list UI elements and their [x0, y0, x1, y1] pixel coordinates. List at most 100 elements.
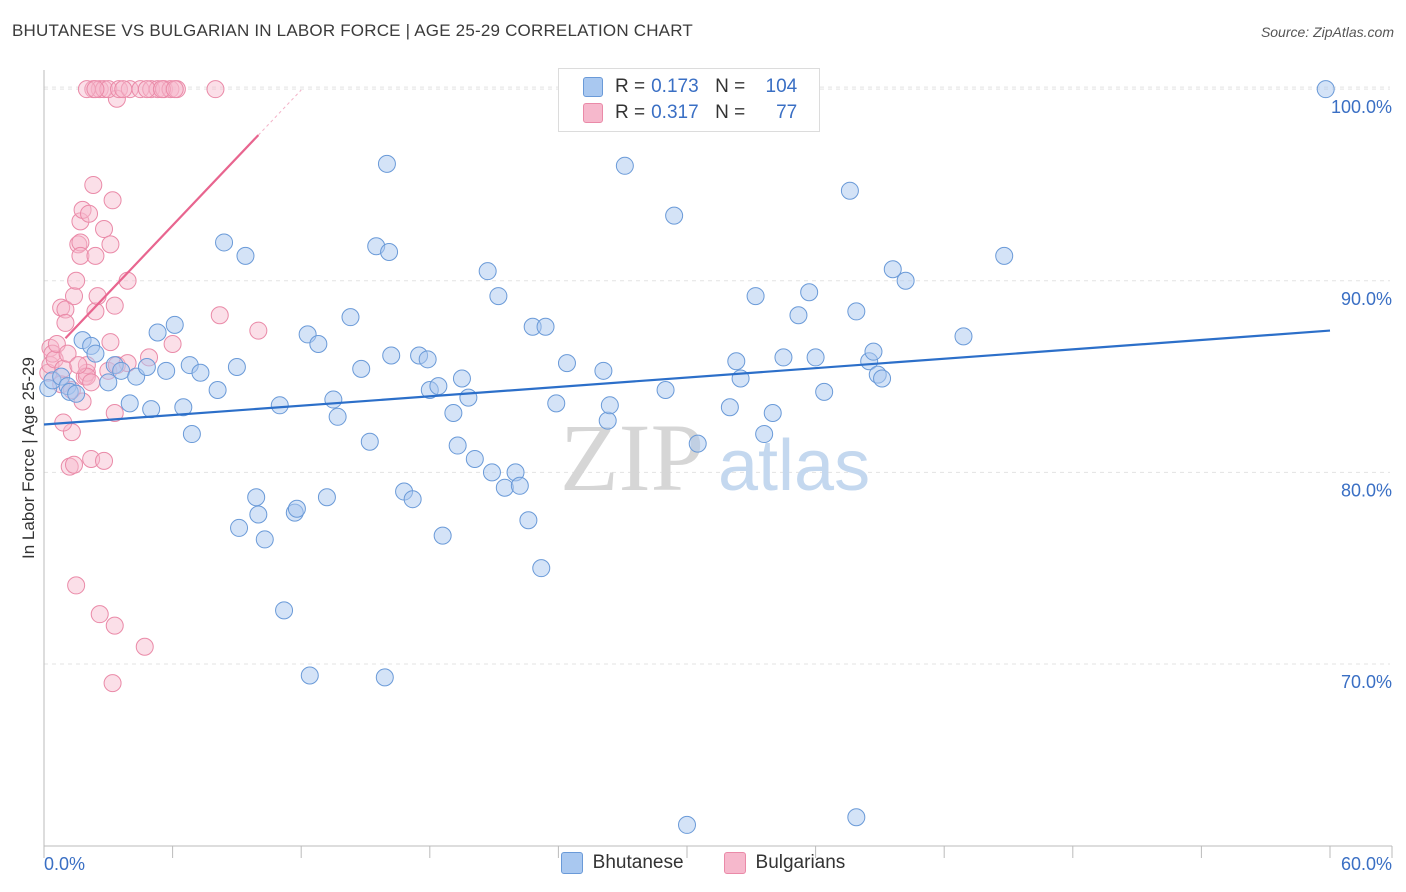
point-bhutanese [86, 344, 105, 363]
legend-n-label: N = [715, 76, 746, 97]
point-bhutanese [720, 398, 739, 417]
point-bhutanese [519, 511, 538, 530]
point-bhutanese [478, 262, 497, 281]
stats-legend: R = 0.173 N = 104 R = 0.317 N = 77 [558, 68, 820, 132]
point-bhutanese [510, 476, 529, 495]
legend-n-value: 104 [765, 76, 798, 97]
point-bulgarians [71, 246, 90, 265]
point-bulgarians [105, 616, 124, 635]
series-legend: Bhutanese Bulgarians [0, 852, 1406, 874]
point-bhutanese [489, 287, 508, 306]
point-bulgarians [152, 80, 171, 99]
point-bhutanese [806, 348, 825, 367]
point-bulgarians [114, 80, 133, 99]
y-tick-label: 70.0% [1341, 672, 1392, 692]
point-bhutanese [429, 377, 448, 396]
point-bhutanese [137, 357, 156, 376]
point-bhutanese [418, 350, 437, 369]
point-bhutanese [847, 808, 866, 827]
point-bhutanese [459, 388, 478, 407]
point-bhutanese [536, 317, 555, 336]
point-bulgarians [58, 344, 77, 363]
point-bhutanese [309, 334, 328, 353]
point-bulgarians [56, 313, 75, 332]
point-bhutanese [547, 394, 566, 413]
point-bhutanese [688, 434, 707, 453]
point-bulgarians [101, 333, 120, 352]
point-bhutanese [755, 425, 774, 444]
point-bhutanese [360, 432, 379, 451]
point-bhutanese [789, 306, 808, 325]
point-bulgarians [69, 356, 88, 375]
point-bulgarians [86, 302, 105, 321]
chart-title: BHUTANESE VS BULGARIAN IN LABOR FORCE | … [12, 21, 693, 40]
point-bhutanese [815, 382, 834, 401]
point-bulgarians [110, 80, 129, 99]
point-bhutanese [182, 425, 201, 444]
point-bulgarians [82, 373, 101, 392]
point-bhutanese [774, 348, 793, 367]
point-bhutanese [208, 380, 227, 399]
legend-item-bhutanese[interactable]: Bhutanese [560, 852, 684, 874]
legend-n-label: N = [715, 102, 746, 123]
trendline-bulgarians-extension [257, 89, 302, 136]
point-bhutanese [995, 246, 1014, 265]
point-bhutanese [142, 400, 161, 419]
point-bulgarians [71, 233, 90, 252]
point-bulgarians [84, 175, 103, 194]
point-bulgarians [105, 403, 124, 422]
point-bhutanese [433, 526, 452, 545]
point-bulgarians [95, 220, 114, 239]
point-bhutanese [403, 490, 422, 509]
point-bhutanese [465, 449, 484, 468]
point-bulgarians [86, 246, 105, 265]
point-bhutanese [328, 407, 347, 426]
point-bhutanese [157, 361, 176, 380]
point-bhutanese [99, 373, 118, 392]
legend-r-value: 0.317 [651, 102, 699, 123]
point-bulgarians [118, 271, 137, 290]
legend-swatch-blue [583, 77, 603, 97]
point-bulgarians [65, 455, 84, 474]
point-bhutanese [954, 327, 973, 346]
point-bulgarians [103, 674, 122, 693]
point-bhutanese [230, 518, 249, 537]
trendline-bulgarians [64, 134, 260, 340]
point-bhutanese [656, 380, 675, 399]
legend-row-bulgarians: R = 0.317 N = 77 [583, 101, 797, 125]
y-axis-title: In Labor Force | Age 25-29 [19, 357, 38, 559]
point-bulgarians [249, 321, 268, 340]
point-bhutanese [847, 302, 866, 321]
x-tick-label: 0.0% [44, 854, 85, 874]
legend-swatch-pink [583, 103, 603, 123]
point-bhutanese [270, 396, 289, 415]
point-bhutanese [840, 181, 859, 200]
point-bhutanese [67, 384, 86, 403]
point-bhutanese [300, 666, 319, 685]
point-bhutanese [255, 530, 274, 549]
point-bhutanese [227, 357, 246, 376]
legend-r-value: 0.173 [651, 76, 699, 97]
point-bhutanese [341, 308, 360, 327]
point-bhutanese [763, 403, 782, 422]
point-bulgarians [88, 287, 107, 306]
point-bulgarians [163, 334, 182, 353]
point-bulgarians [90, 605, 109, 624]
point-bhutanese [594, 361, 613, 380]
point-bhutanese [380, 243, 399, 262]
point-bhutanese [482, 463, 501, 482]
point-bulgarians [80, 204, 99, 223]
point-bhutanese [165, 315, 184, 334]
point-bulgarians [86, 80, 105, 99]
point-bhutanese [215, 233, 234, 252]
legend-item-bulgarians[interactable]: Bulgarians [723, 852, 845, 874]
y-tick-label: 90.0% [1341, 289, 1392, 309]
point-bhutanese [275, 601, 294, 620]
point-bulgarians [67, 576, 86, 595]
legend-row-bhutanese: R = 0.173 N = 104 [583, 75, 797, 99]
point-bhutanese [324, 390, 343, 409]
point-bulgarians [67, 271, 86, 290]
legend-r-label: R = [615, 76, 646, 97]
point-bulgarians [210, 306, 229, 325]
